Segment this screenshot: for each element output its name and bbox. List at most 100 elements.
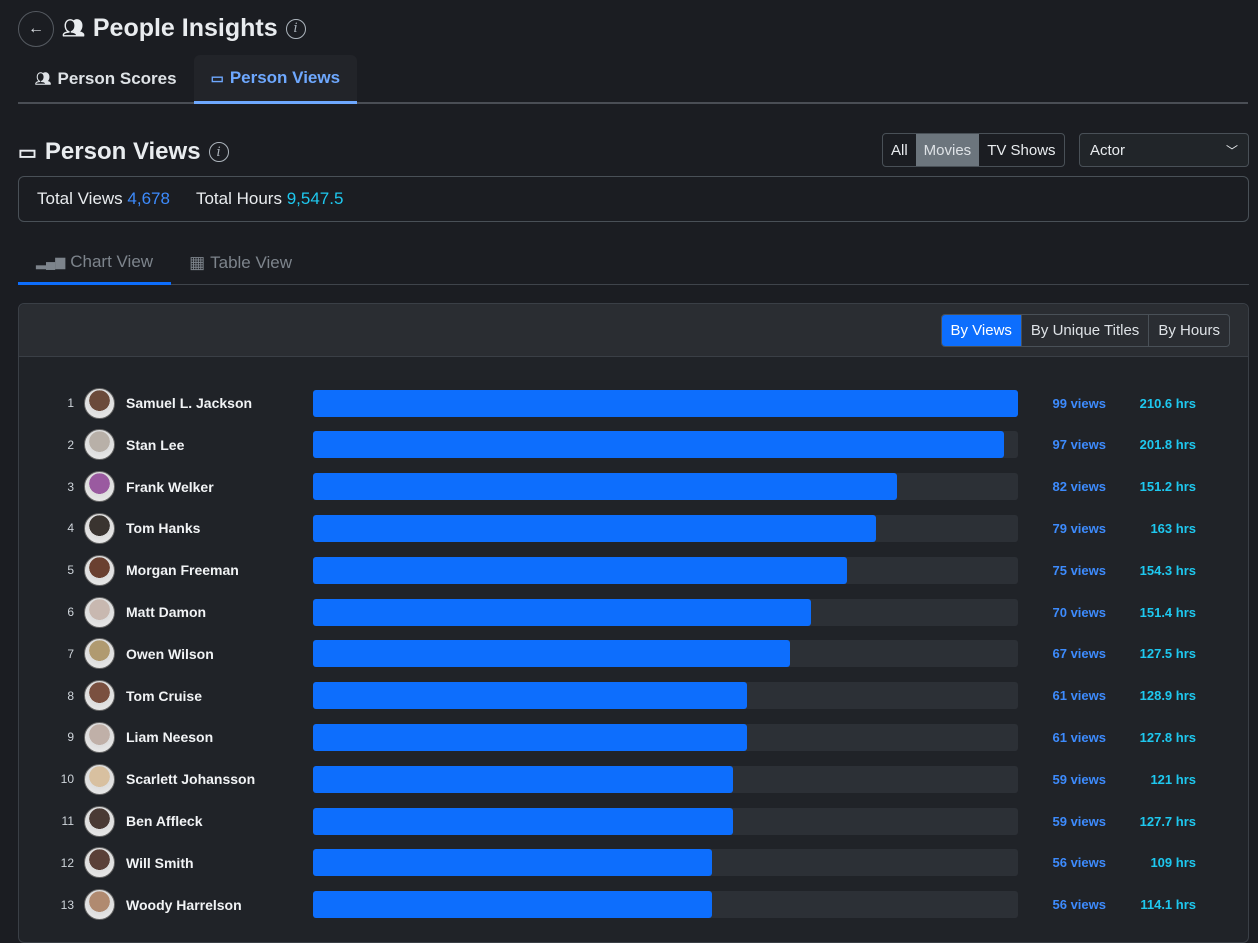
person-name[interactable]: Tom Cruise xyxy=(126,687,202,704)
person-name[interactable]: Samuel L. Jackson xyxy=(126,395,253,411)
views-label: 97 views xyxy=(1052,437,1107,453)
people-icon: 👥︎ xyxy=(35,70,52,86)
bar-track xyxy=(313,556,1018,584)
section-title-text: Person Views xyxy=(44,138,201,165)
filter-movies[interactable]: Movies xyxy=(915,134,980,166)
filter-all[interactable]: All xyxy=(891,141,908,159)
person-name[interactable]: Frank Welker xyxy=(126,478,214,495)
avatar xyxy=(84,554,115,586)
person-name[interactable]: Owen Wilson xyxy=(126,645,214,662)
people-icon: 👥︎ xyxy=(62,18,85,38)
rank: 1 xyxy=(67,396,74,410)
views-label: 79 views xyxy=(1052,520,1107,536)
avatar xyxy=(84,638,115,670)
views-label: 61 views xyxy=(1052,688,1107,704)
hours-label: 210.6 hrs xyxy=(1139,395,1196,411)
hours-label: 151.4 hrs xyxy=(1139,604,1196,620)
chart-row: 12 Will Smith 56 views 109 hrs xyxy=(19,847,1250,879)
person-name[interactable]: Morgan Freeman xyxy=(126,562,239,579)
total-views-value: 4,678 xyxy=(127,189,170,208)
bar xyxy=(313,556,848,584)
chart-row: 5 Morgan Freeman 75 views 154.3 hrs xyxy=(19,554,1250,586)
bar xyxy=(313,598,812,626)
filter-tv-shows[interactable]: TV Shows xyxy=(987,141,1056,159)
hours-label: 127.5 hrs xyxy=(1139,646,1196,662)
table-icon: ▦ xyxy=(189,252,206,272)
view-tabs: ▂▄▆ Chart View ▦ Table View xyxy=(18,241,1249,285)
person-name[interactable]: Stan Lee xyxy=(126,436,185,453)
media-filter: All Movies TV Shows xyxy=(882,133,1065,167)
person-name[interactable]: Woody Harrelson xyxy=(126,896,242,913)
bar-track xyxy=(313,891,1018,919)
chart-row: 1 Samuel L. Jackson 99 views 210.6 hrs xyxy=(19,387,1250,419)
hours-label: 163 hrs xyxy=(1150,520,1196,536)
views-label: 82 views xyxy=(1052,479,1107,495)
person-name[interactable]: Ben Affleck xyxy=(126,813,203,829)
tab-table-view[interactable]: ▦ Table View xyxy=(171,241,310,284)
person-name[interactable]: Matt Damon xyxy=(126,604,207,620)
bar-track xyxy=(313,431,1018,459)
tab-person-views[interactable]: ▭ Person Views xyxy=(193,55,358,104)
avatar xyxy=(84,429,115,461)
tab-chart-view[interactable]: ▂▄▆ Chart View xyxy=(18,241,172,285)
views-label: 56 views xyxy=(1052,855,1107,871)
hours-label: 201.8 hrs xyxy=(1139,437,1196,453)
role-select[interactable]: Actor ﹀ xyxy=(1079,133,1249,167)
avatar xyxy=(84,889,115,921)
hours-label: 114.1 hrs xyxy=(1140,897,1196,913)
avatar xyxy=(84,512,115,544)
tab-label: Chart View xyxy=(70,251,154,271)
bar-track xyxy=(313,807,1018,835)
bar-track xyxy=(313,598,1018,626)
rank: 11 xyxy=(61,814,74,828)
total-views: Total Views 4,678 xyxy=(37,189,170,209)
bar-chart-icon: ▂▄▆ xyxy=(36,253,66,269)
chart-row: 9 Liam Neeson 61 views 127.8 hrs xyxy=(19,721,1250,753)
hours-label: 127.8 hrs xyxy=(1139,729,1196,745)
views-label: 59 views xyxy=(1052,813,1107,829)
bar xyxy=(313,807,734,835)
total-views-label: Total Views xyxy=(37,189,123,208)
tab-person-scores[interactable]: 👥︎ Person Scores xyxy=(18,55,194,102)
sort-by-views[interactable]: By Views xyxy=(941,315,1021,346)
views-label: 99 views xyxy=(1052,395,1107,411)
bar-track xyxy=(313,389,1018,417)
rank: 5 xyxy=(67,563,74,578)
person-name[interactable]: Liam Neeson xyxy=(126,729,214,746)
hours-label: 154.3 hrs xyxy=(1139,562,1196,578)
bar xyxy=(313,849,712,877)
info-icon[interactable]: i xyxy=(285,18,306,39)
bar-track xyxy=(313,682,1018,710)
sort-by-hours[interactable]: By Hours xyxy=(1148,315,1229,346)
total-hours: Total Hours 9,547.5 xyxy=(196,189,343,209)
page-title-text: People Insights xyxy=(92,14,278,42)
hours-label: 109 hrs xyxy=(1150,855,1196,871)
avatar xyxy=(84,763,115,795)
bar xyxy=(313,640,791,668)
avatar xyxy=(84,847,115,879)
person-name[interactable]: Scarlett Johansson xyxy=(126,771,256,788)
rank: 4 xyxy=(67,521,74,536)
chart-card: By Views By Unique Titles By Hours 1 Sam… xyxy=(18,303,1249,943)
chart-card-header: By Views By Unique Titles By Hours xyxy=(19,304,1248,357)
main-tabs: 👥︎ Person Scores ▭ Person Views xyxy=(18,55,1248,104)
person-name[interactable]: Tom Hanks xyxy=(126,520,201,537)
role-select-value: Actor xyxy=(1090,141,1126,159)
sort-by-unique-titles[interactable]: By Unique Titles xyxy=(1020,315,1148,346)
page-title: 👥︎ People Insights i xyxy=(62,14,306,43)
bar-track xyxy=(313,514,1018,542)
chart-row: 8 Tom Cruise 61 views 128.9 hrs xyxy=(19,680,1250,712)
avatar xyxy=(84,471,115,503)
info-icon[interactable]: i xyxy=(208,142,229,162)
views-label: 70 views xyxy=(1052,604,1107,620)
chevron-down-icon: ﹀ xyxy=(1225,143,1238,158)
chart-row: 3 Frank Welker 82 views 151.2 hrs xyxy=(19,471,1250,503)
views-label: 75 views xyxy=(1052,562,1107,578)
person-name[interactable]: Will Smith xyxy=(126,854,194,871)
total-hours-label: Total Hours xyxy=(195,189,282,208)
back-button[interactable]: ← xyxy=(18,11,54,47)
rank: 10 xyxy=(60,772,74,787)
bar xyxy=(313,389,1018,417)
views-label: 59 views xyxy=(1052,771,1107,787)
bar-track xyxy=(313,640,1018,668)
